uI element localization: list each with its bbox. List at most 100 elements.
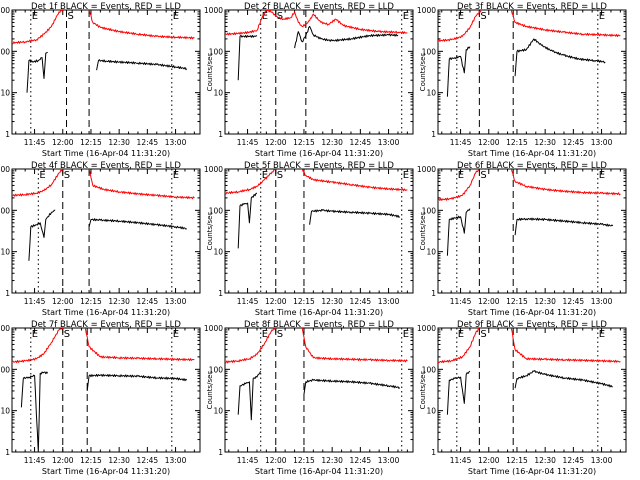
y-tick-label: 100 — [209, 365, 224, 374]
x-tick-label: 13:00 — [591, 297, 613, 306]
x-axis-label: Start Time (16-Apr-04 11:31:20) — [468, 308, 596, 317]
y-tick-label: 1000 — [417, 165, 436, 174]
y-tick-label: 1000 — [204, 165, 223, 174]
x-tick-label: 12:45 — [137, 138, 159, 147]
panel-title: Det 6f BLACK = Events, RED = LLD — [457, 161, 607, 171]
marker-label: E — [403, 170, 409, 181]
series-group — [438, 328, 621, 415]
x-tick-label: 12:30 — [534, 456, 556, 465]
y-tick-label: 100 — [422, 47, 437, 56]
marker-label: E — [262, 170, 268, 181]
series-group — [12, 328, 195, 452]
x-tick-label: 12:45 — [350, 456, 372, 465]
x-tick-label: 12:15 — [506, 456, 528, 465]
panel-title: Det 9f BLACK = Events, RED = LLD — [457, 320, 607, 330]
plot-frame — [224, 168, 414, 294]
x-tick-label: 12:45 — [137, 297, 159, 306]
y-tick-label: 100 — [0, 47, 10, 56]
lld-series-line — [225, 10, 408, 36]
events-series-line — [446, 370, 471, 415]
marker-label: E — [458, 170, 464, 181]
x-axis-label: Start Time (16-Apr-04 11:31:20) — [255, 308, 383, 317]
events-series-line — [446, 46, 471, 97]
x-tick-label: 12:00 — [265, 456, 287, 465]
x-tick-label: 12:15 — [293, 297, 315, 306]
x-tick-label: 13:00 — [591, 456, 613, 465]
marker-label: E — [599, 11, 605, 22]
x-tick-label: 13:00 — [165, 456, 187, 465]
y-tick-label: 1 — [5, 130, 10, 139]
events-series-line — [514, 217, 614, 236]
y-tick-label: 1 — [5, 289, 10, 298]
x-tick-label: 12:00 — [265, 297, 287, 306]
y-tick-label: 10 — [0, 89, 10, 98]
panel-title: Det 5f BLACK = Events, RED = LLD — [244, 161, 394, 171]
marker-label: E — [599, 329, 605, 340]
lld-series-line — [225, 169, 277, 195]
x-axis-label: Start Time (16-Apr-04 11:31:20) — [42, 308, 170, 317]
x-tick-label: 13:00 — [378, 297, 400, 306]
x-tick-label: 12:15 — [80, 138, 102, 147]
lld-series-line — [225, 328, 277, 364]
marker-label: E — [32, 11, 38, 22]
panel-2: Det 2f BLACK = Events, RED = LLD Counts/s… — [204, 2, 414, 158]
series-group — [438, 10, 621, 97]
marker-label: E — [173, 329, 179, 340]
y-tick-label: 1 — [5, 448, 10, 457]
x-tick-label: 12:30 — [534, 138, 556, 147]
y-tick-label: 1000 — [204, 6, 223, 15]
plot-frame — [437, 9, 627, 135]
marker-label: E — [599, 170, 605, 181]
x-axis-label: Start Time (16-Apr-04 11:31:20) — [255, 467, 383, 476]
y-axis-label: Counts/sec — [206, 212, 214, 251]
y-axis-label: Counts/sec — [419, 371, 427, 410]
lld-series-line — [510, 328, 621, 363]
marker-label: E — [458, 11, 464, 22]
events-series-line — [514, 370, 613, 389]
series-group — [225, 10, 408, 81]
panel-7: Det 7f BLACK = Events, RED = LLD Counts/s… — [0, 320, 201, 476]
x-tick-label: 13:00 — [591, 138, 613, 147]
series-group — [225, 328, 408, 421]
panel-8: Det 8f BLACK = Events, RED = LLD Counts/s… — [204, 320, 414, 476]
panel-9: Det 9f BLACK = Events, RED = LLD Counts/s… — [417, 320, 627, 476]
x-tick-label: 12:00 — [478, 297, 500, 306]
x-tick-label: 12:30 — [321, 138, 343, 147]
lld-series-line — [12, 328, 64, 364]
y-tick-label: 10 — [213, 89, 223, 98]
y-axis-label: Counts/sec — [0, 371, 1, 410]
y-tick-label: 10 — [426, 407, 436, 416]
series-group — [438, 169, 621, 256]
y-tick-label: 1 — [431, 448, 436, 457]
x-tick-label: 12:30 — [108, 456, 130, 465]
marker-label: S — [277, 11, 283, 22]
marker-label: E — [173, 170, 179, 181]
marker-label: S — [480, 170, 486, 181]
x-tick-label: 12:45 — [350, 138, 372, 147]
y-tick-label: 100 — [422, 365, 437, 374]
events-series-line — [96, 59, 188, 71]
y-tick-label: 1 — [431, 130, 436, 139]
events-series-line — [26, 51, 48, 93]
y-tick-label: 100 — [209, 47, 224, 56]
x-tick-label: 12:15 — [506, 297, 528, 306]
lld-series-line — [301, 328, 408, 363]
x-tick-label: 12:30 — [321, 297, 343, 306]
plot-frame — [224, 327, 414, 453]
events-series-line — [20, 371, 49, 452]
marker-label: E — [262, 11, 268, 22]
x-tick-label: 11:45 — [24, 297, 46, 306]
x-tick-label: 12:15 — [80, 456, 102, 465]
marker-label: E — [39, 170, 45, 181]
lld-series-line — [12, 10, 64, 45]
x-tick-label: 12:45 — [563, 456, 585, 465]
marker-label: S — [68, 11, 74, 22]
events-series-line — [514, 38, 606, 77]
x-tick-label: 11:45 — [237, 297, 259, 306]
marker-label: S — [64, 170, 70, 181]
x-tick-label: 11:45 — [24, 138, 46, 147]
events-series-line — [237, 370, 262, 421]
series-group — [12, 169, 195, 261]
x-axis-label: Start Time (16-Apr-04 11:31:20) — [468, 149, 596, 158]
x-tick-label: 12:00 — [478, 456, 500, 465]
